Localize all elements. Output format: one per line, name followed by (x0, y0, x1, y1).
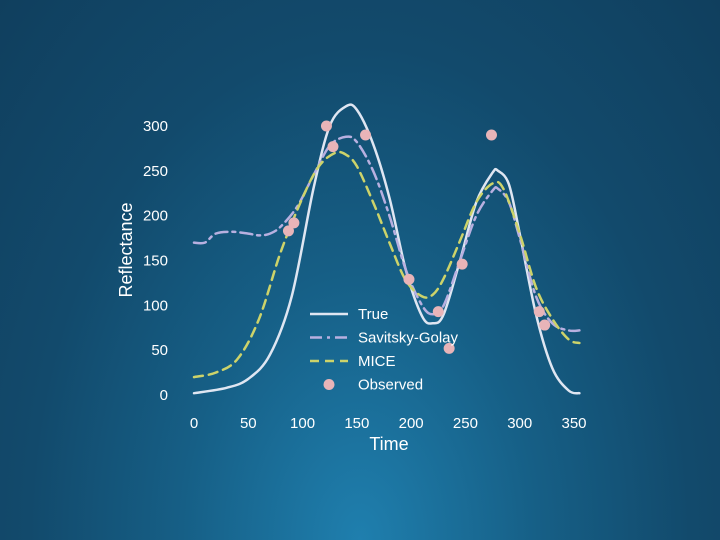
legend-label: Observed (358, 377, 423, 394)
legend-label: True (358, 306, 388, 323)
y-tick-label: 50 (151, 342, 168, 359)
x-axis-ticks: 0 50 100 150 200 250 300 350 (190, 415, 587, 432)
legend: True Savitsky-Golay MICE Observed (310, 306, 459, 394)
x-tick-label: 300 (507, 415, 532, 432)
y-tick-label: 150 (143, 253, 168, 270)
observed-point (360, 129, 372, 141)
y-tick-label: 200 (143, 208, 168, 225)
x-axis-title: Time (369, 434, 408, 454)
x-tick-label: 250 (453, 415, 478, 432)
observed-point (443, 342, 455, 354)
y-tick-label: 0 (160, 387, 168, 404)
y-tick-label: 300 (143, 118, 168, 135)
observed-point (320, 120, 332, 132)
observed-point (327, 141, 339, 153)
observed-point (282, 225, 294, 237)
y-tick-label: 100 (143, 297, 168, 314)
x-tick-label: 150 (344, 415, 369, 432)
observed-points (282, 120, 551, 354)
series-line-mice (192, 150, 581, 379)
y-axis-title: Reflectance (116, 202, 136, 297)
x-tick-label: 50 (240, 415, 257, 432)
observed-point (485, 129, 497, 141)
observed-point (456, 258, 468, 270)
observed-point (432, 306, 444, 318)
x-tick-label: 350 (561, 415, 586, 432)
legend-label: MICE (358, 353, 396, 370)
y-tick-label: 250 (143, 163, 168, 180)
y-axis-ticks: 0 50 100 150 200 250 300 (143, 118, 168, 404)
observed-point (288, 217, 300, 229)
x-tick-label: 0 (190, 415, 198, 432)
observed-point (533, 306, 545, 318)
legend-swatch (323, 379, 335, 390)
observed-point (539, 319, 551, 331)
legend-label: Savitsky-Golay (358, 330, 459, 347)
series-lines (192, 103, 581, 395)
x-tick-label: 100 (290, 415, 315, 432)
x-tick-label: 200 (399, 415, 424, 432)
observed-point (403, 273, 415, 285)
